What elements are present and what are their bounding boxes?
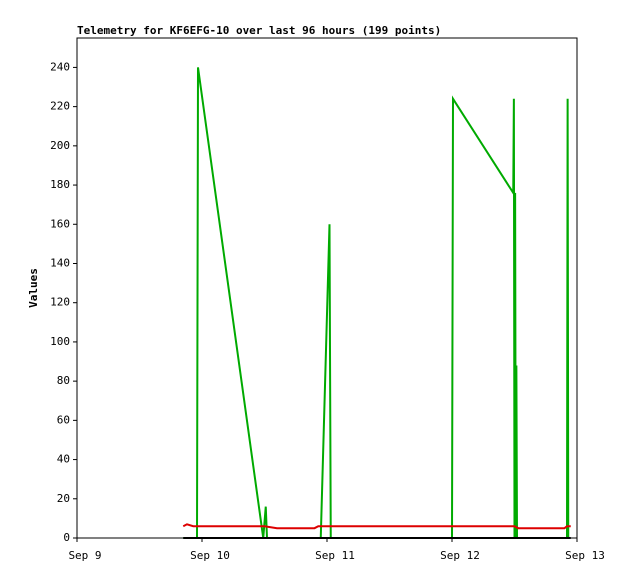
y-tick-label: 240	[50, 60, 70, 73]
x-tick-label: Sep 11	[315, 549, 355, 562]
y-tick-label: 160	[50, 217, 70, 230]
x-tick-label: Sep 10	[190, 549, 230, 562]
series-line	[183, 67, 570, 539]
x-tick-label: Sep 12	[440, 549, 480, 562]
chart-title: Telemetry for KF6EFG-10 over last 96 hou…	[77, 24, 441, 37]
y-tick-label: 40	[57, 453, 70, 466]
y-tick-label: 220	[50, 100, 70, 113]
y-tick-label: 120	[50, 296, 70, 309]
y-tick-label: 20	[57, 492, 70, 505]
y-tick-label: 180	[50, 178, 70, 191]
y-tick-label: 100	[50, 335, 70, 348]
series-line	[182, 523, 571, 530]
y-tick-label: 80	[57, 374, 70, 387]
y-tick-label: 140	[50, 256, 70, 269]
y-axis-label: Values	[27, 268, 40, 308]
x-tick-label: Sep 13	[565, 549, 605, 562]
y-tick-label: 200	[50, 139, 70, 152]
x-tick-label: Sep 9	[68, 549, 101, 562]
y-tick-label: 0	[63, 531, 70, 544]
y-tick-label: 60	[57, 413, 70, 426]
